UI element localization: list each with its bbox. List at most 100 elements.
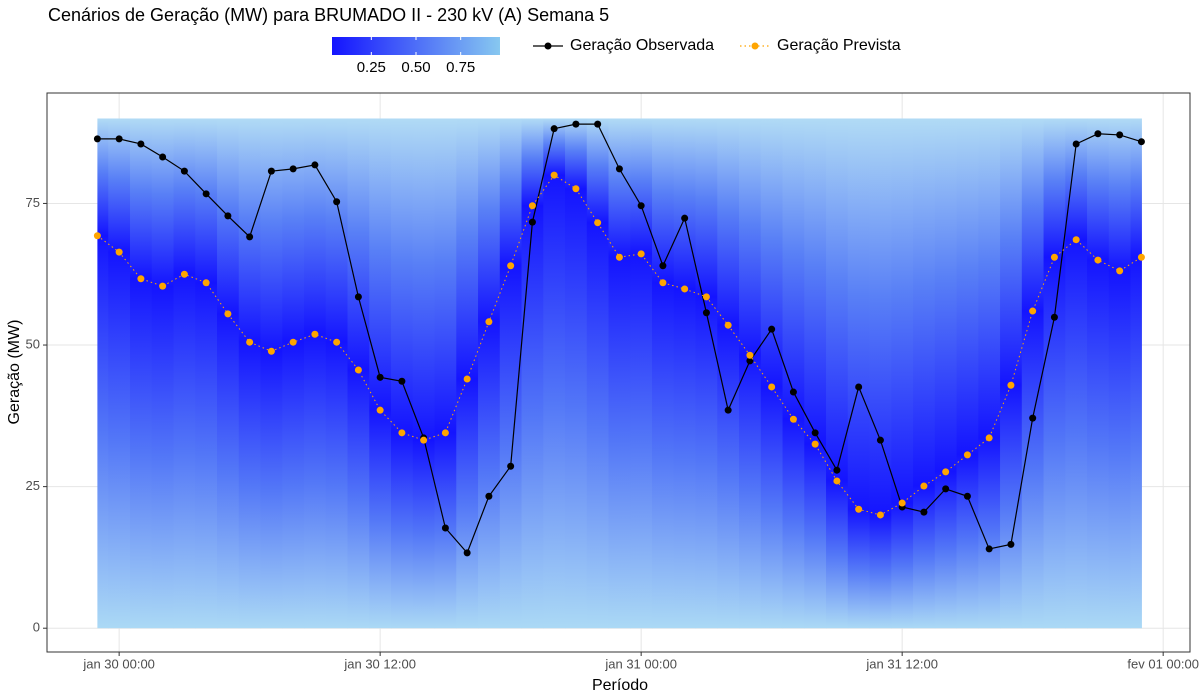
data-point [224, 212, 232, 220]
data-point [376, 406, 384, 414]
data-point [855, 505, 863, 513]
data-point [768, 325, 776, 333]
scenario-density [217, 118, 240, 629]
scenario-density [608, 118, 631, 629]
legend-label: Geração Prevista [777, 37, 901, 54]
scenario-density [717, 118, 740, 629]
data-point [811, 440, 819, 448]
data-point [811, 429, 819, 437]
data-point [224, 310, 232, 318]
data-point [659, 262, 667, 270]
data-point [1116, 267, 1124, 275]
data-point [507, 262, 515, 270]
scenario-density [1065, 118, 1088, 629]
data-point [963, 451, 971, 459]
data-point [833, 466, 841, 474]
chart-title: Cenários de Geração (MW) para BRUMADO II… [48, 5, 609, 25]
data-point [1050, 313, 1058, 321]
scenario-density [695, 118, 718, 629]
scenario-density [652, 118, 675, 629]
data-point [615, 253, 623, 261]
scenario-density [586, 118, 610, 629]
data-point [1116, 131, 1124, 139]
data-point [1137, 253, 1145, 261]
data-point [180, 167, 188, 175]
data-point [441, 524, 449, 532]
data-point [485, 492, 493, 500]
colorbar-tick-label: 0.50 [401, 59, 430, 76]
data-point [746, 351, 754, 359]
scenario-density [304, 118, 327, 629]
data-point [93, 135, 101, 143]
data-point [398, 377, 406, 385]
data-point [202, 279, 210, 287]
scenario-density [325, 118, 349, 629]
data-point [441, 429, 449, 437]
scenario-density [782, 118, 805, 629]
x-tick-label: jan 30 12:00 [343, 656, 416, 671]
data-point [311, 330, 319, 338]
y-tick-label: 25 [26, 478, 40, 493]
data-point [202, 190, 210, 198]
scenario-density [521, 118, 544, 629]
scenario-density [1000, 118, 1023, 629]
x-axis-title: Período [592, 677, 648, 694]
data-point [354, 293, 362, 301]
data-point [637, 202, 645, 210]
data-point [768, 383, 776, 391]
data-point [594, 219, 602, 227]
data-point [180, 270, 188, 278]
legend-marker [544, 42, 552, 50]
colorbar-tick-label: 0.25 [357, 59, 386, 76]
scenario-density [499, 118, 523, 629]
data-point [485, 318, 493, 326]
data-point [724, 406, 732, 414]
data-point [963, 492, 971, 500]
x-tick-label: jan 31 00:00 [604, 656, 677, 671]
data-point [702, 309, 710, 317]
y-tick-label: 50 [26, 336, 40, 351]
data-point [1072, 140, 1080, 148]
data-point [115, 248, 123, 256]
scenario-density [565, 118, 588, 629]
data-point [267, 347, 275, 355]
data-point [246, 233, 254, 241]
data-point [1137, 138, 1145, 146]
scenario-density [173, 118, 196, 629]
data-point [942, 468, 950, 476]
data-point [398, 429, 406, 437]
scenario-density [108, 118, 131, 629]
data-point [985, 545, 993, 553]
data-point [615, 165, 623, 173]
data-point [115, 135, 123, 143]
scenario-density [260, 118, 283, 629]
y-tick-label: 0 [33, 620, 40, 635]
data-point [550, 125, 558, 133]
data-point [681, 285, 689, 293]
scenario-density [1108, 118, 1132, 629]
x-tick-label: jan 31 12:00 [865, 656, 938, 671]
scenario-density [978, 118, 1001, 629]
data-point [507, 462, 515, 470]
data-point [920, 508, 928, 516]
legend-marker [751, 42, 759, 50]
scenario-density [1043, 118, 1066, 629]
data-point [746, 357, 754, 365]
data-point [137, 275, 145, 283]
data-point [724, 321, 732, 329]
data-point [876, 511, 884, 519]
data-point [463, 375, 471, 383]
legend-label: Geração Observada [570, 37, 714, 54]
data-point [1029, 414, 1037, 422]
scenario-density [913, 118, 936, 629]
data-point [572, 120, 580, 128]
scenario-density [456, 118, 479, 629]
data-point [572, 185, 580, 193]
plot-border [46, 92, 1191, 653]
scenario-density [195, 118, 218, 629]
y-axis-title: Geração (MW) [6, 320, 23, 425]
scenario-density [282, 118, 305, 629]
data-point [789, 415, 797, 423]
colorbar-tick-label: 0.75 [446, 59, 475, 76]
data-point [702, 293, 710, 301]
